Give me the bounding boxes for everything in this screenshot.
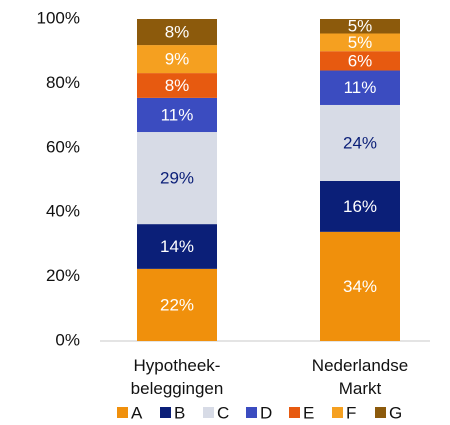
bar-segment bbox=[137, 45, 217, 74]
value-label: 14% bbox=[160, 237, 194, 256]
legend-label: A bbox=[131, 403, 143, 422]
bar-segment bbox=[320, 231, 400, 341]
x-tick-label: Nederlandse Markt bbox=[312, 356, 408, 398]
legend-label: D bbox=[260, 403, 272, 422]
legend-label: F bbox=[346, 403, 356, 422]
bar-segment bbox=[320, 51, 400, 71]
y-tick-label: 80% bbox=[46, 73, 80, 92]
value-label: 11% bbox=[344, 78, 377, 97]
bar-segment bbox=[320, 33, 400, 52]
legend-swatch bbox=[289, 407, 300, 418]
bar-segment bbox=[137, 132, 217, 225]
bar-segment bbox=[320, 19, 400, 34]
x-tick-label: Hypotheek-beleggingen bbox=[131, 356, 224, 398]
legend-swatch bbox=[160, 407, 171, 418]
bar-segment bbox=[137, 268, 217, 341]
y-tick-label: 0% bbox=[55, 330, 80, 349]
value-label: 29% bbox=[160, 169, 194, 188]
legend-swatch bbox=[246, 407, 257, 418]
legend-label: E bbox=[303, 403, 314, 422]
value-label: 34% bbox=[343, 277, 377, 296]
bar-segment bbox=[320, 70, 400, 105]
y-tick-label: 20% bbox=[46, 266, 80, 285]
value-label: 8% bbox=[165, 76, 190, 95]
bar-segment bbox=[137, 73, 217, 98]
value-label: 16% bbox=[343, 197, 377, 216]
y-tick-label: 60% bbox=[46, 137, 80, 156]
value-label: 9% bbox=[165, 50, 190, 69]
legend-label: G bbox=[389, 403, 402, 422]
bar-segment bbox=[137, 224, 217, 269]
legend-label: C bbox=[217, 403, 229, 422]
value-label: 6% bbox=[348, 51, 373, 70]
legend-swatch bbox=[117, 407, 128, 418]
bar-segment bbox=[320, 104, 400, 181]
value-label: 5% bbox=[348, 17, 373, 36]
legend-swatch bbox=[203, 407, 214, 418]
y-tick-label: 40% bbox=[46, 202, 80, 221]
legend-swatch bbox=[375, 407, 386, 418]
legend-swatch bbox=[332, 407, 343, 418]
bar-segment bbox=[137, 97, 217, 133]
y-tick-label: 100% bbox=[37, 8, 80, 27]
bar-segment bbox=[320, 180, 400, 232]
value-label: 24% bbox=[343, 133, 377, 152]
value-label: 8% bbox=[165, 23, 190, 42]
legend-label: B bbox=[174, 403, 185, 422]
value-label: 5% bbox=[348, 33, 373, 52]
bar-segment bbox=[137, 19, 217, 46]
value-label: 22% bbox=[160, 295, 194, 314]
value-label: 11% bbox=[161, 105, 194, 124]
